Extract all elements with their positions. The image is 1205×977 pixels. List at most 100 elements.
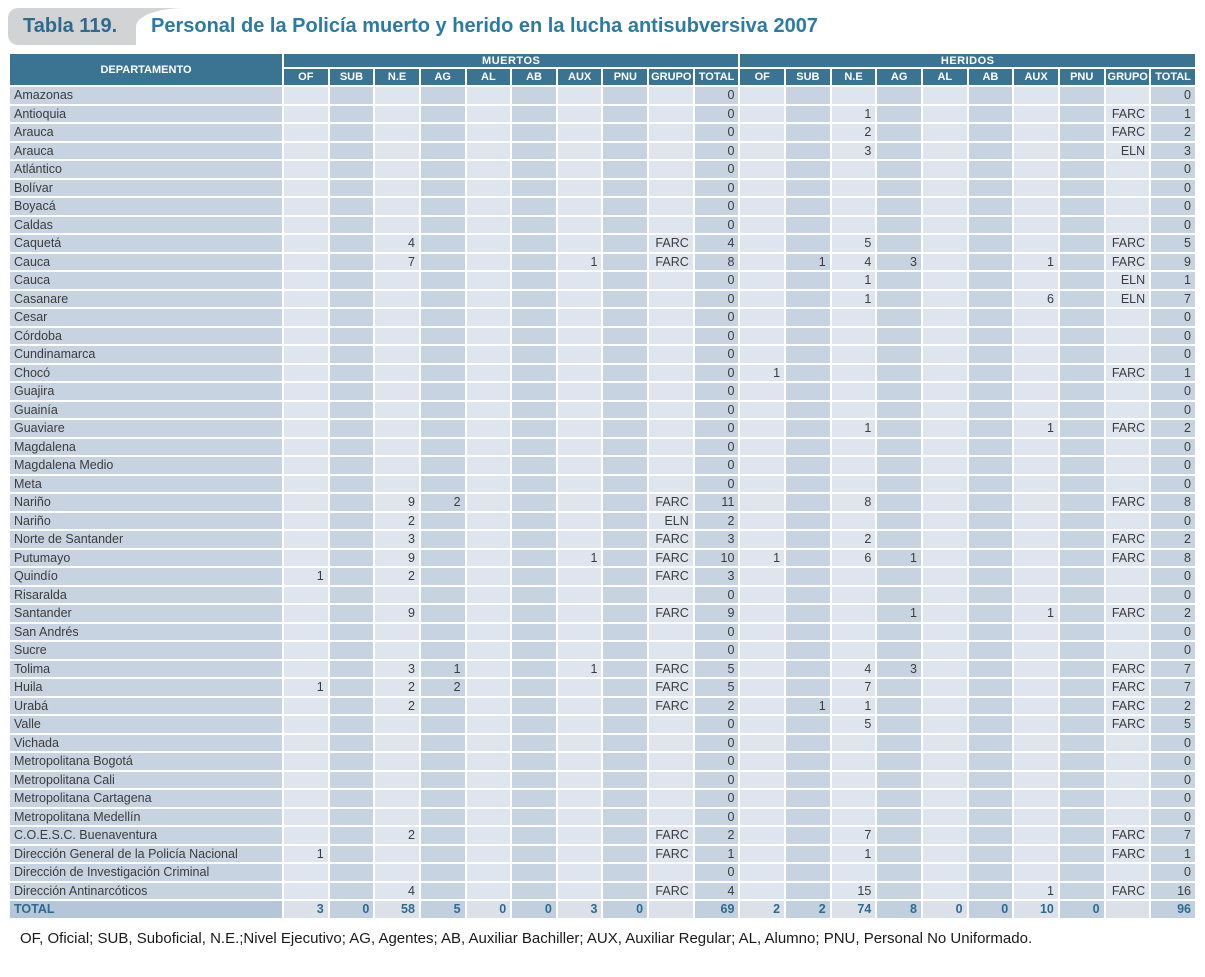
- table-title: Personal de la Policía muerto y herido e…: [151, 15, 818, 37]
- cell-heridos-aux: 1: [1014, 420, 1058, 437]
- cell-muertos-aux: 1: [557, 253, 602, 270]
- cell-muertos-total: 0: [694, 475, 739, 492]
- cell-heridos-pnu: [1059, 216, 1104, 233]
- cell-muertos-sub: [329, 697, 374, 714]
- cell-muertos-of: [284, 420, 328, 437]
- cell-muertos-aux: [557, 753, 602, 770]
- cell-heridos-ne: 7: [831, 679, 876, 696]
- cell-muertos-sub: [329, 771, 374, 788]
- cell-heridos-of: [740, 716, 785, 733]
- column-header-al-heridos: AL: [922, 69, 967, 85]
- cell-heridos-total: 0: [1151, 161, 1195, 178]
- cell-heridos-pnu: [1059, 808, 1104, 825]
- cell-muertos-aux: [557, 346, 602, 363]
- cell-muertos-pnu: [603, 586, 648, 603]
- cell-heridos-total: 0: [1151, 623, 1195, 640]
- cell-muertos-ne: [375, 401, 419, 418]
- table-row: Santander 9 FARC 9 1 1 FARC 2: [10, 605, 1195, 622]
- cell-heridos-ne: 15: [831, 882, 876, 899]
- cell-muertos-sub: [329, 457, 374, 474]
- statistics-table: DEPARTAMENTO MUERTOS HERIDOS OF SUB N.E AG A…: [8, 52, 1197, 920]
- cell-muertos-of: [284, 401, 328, 418]
- table-row: Caldas 0 0: [10, 216, 1195, 233]
- cell-heridos-total: 3: [1151, 142, 1195, 159]
- cell-muertos-al: [466, 623, 511, 640]
- cell-heridos-sub: [786, 716, 830, 733]
- cell-muertos-total: 0: [694, 808, 739, 825]
- cell-heridos-sub: [786, 679, 830, 696]
- cell-heridos-aux: [1014, 438, 1058, 455]
- cell-muertos-sub: [329, 198, 374, 215]
- cell-heridos-pnu: [1059, 105, 1104, 122]
- cell-muertos-al: [466, 142, 511, 159]
- cell-muertos-aux: [557, 882, 602, 899]
- cell-heridos-total: 2: [1151, 605, 1195, 622]
- column-header-pnu-heridos: PNU: [1059, 69, 1104, 85]
- row-label-departamento: Cesar: [10, 309, 282, 326]
- cell-muertos-ag: [420, 383, 465, 400]
- table-row: Arauca 0 3 ELN 3: [10, 142, 1195, 159]
- cell-heridos-of: [740, 161, 785, 178]
- cell-heridos-of: [740, 420, 785, 437]
- cell-heridos-of: [740, 734, 785, 751]
- row-label-departamento: Córdoba: [10, 327, 282, 344]
- table-row: Antioquia 0 1 FARC 1: [10, 105, 1195, 122]
- column-header-of-muertos: OF: [284, 69, 328, 85]
- cell-heridos-total: 0: [1151, 586, 1195, 603]
- cell-muertos-ne: 3: [375, 531, 419, 548]
- cell-heridos-al: [922, 346, 967, 363]
- cell-heridos-al: [922, 494, 967, 511]
- row-label-departamento: Metropolitana Medellín: [10, 808, 282, 825]
- cell-heridos-ab: [968, 346, 1013, 363]
- cell-heridos-pnu: [1059, 235, 1104, 252]
- cell-heridos-grupo: [1105, 161, 1150, 178]
- cell-muertos-ne: [375, 198, 419, 215]
- cell-muertos-ag: [420, 364, 465, 381]
- cell-muertos-ne: [375, 179, 419, 196]
- cell-muertos-of: [284, 827, 328, 844]
- cell-heridos-aux: 10: [1014, 901, 1058, 918]
- cell-muertos-ag: [420, 827, 465, 844]
- table-row: Cesar 0 0: [10, 309, 1195, 326]
- cell-muertos-al: [466, 124, 511, 141]
- table-row: Nariño 2 ELN 2 0: [10, 512, 1195, 529]
- cell-muertos-grupo: FARC: [649, 253, 693, 270]
- cell-muertos-aux: [557, 438, 602, 455]
- table-row: Magdalena Medio 0 0: [10, 457, 1195, 474]
- cell-muertos-total: 0: [694, 290, 739, 307]
- cell-heridos-pnu: [1059, 827, 1104, 844]
- cell-heridos-total: 0: [1151, 309, 1195, 326]
- cell-muertos-grupo: [649, 272, 693, 289]
- cell-muertos-ne: [375, 475, 419, 492]
- cell-heridos-sub: [786, 457, 830, 474]
- cell-heridos-pnu: [1059, 734, 1104, 751]
- table-row: Metropolitana Medellín 0 0: [10, 808, 1195, 825]
- cell-heridos-grupo: [1105, 309, 1150, 326]
- cell-muertos-pnu: [603, 253, 648, 270]
- cell-heridos-aux: [1014, 531, 1058, 548]
- cell-heridos-ab: [968, 753, 1013, 770]
- cell-heridos-ab: [968, 605, 1013, 622]
- cell-muertos-ab: 0: [512, 901, 556, 918]
- cell-muertos-aux: [557, 531, 602, 548]
- cell-heridos-ne: [831, 438, 876, 455]
- cell-muertos-al: [466, 827, 511, 844]
- cell-heridos-ab: [968, 771, 1013, 788]
- row-label-departamento: Magdalena: [10, 438, 282, 455]
- cell-heridos-ag: 1: [877, 549, 921, 566]
- cell-muertos-ne: [375, 845, 419, 862]
- cell-muertos-ab: [512, 420, 556, 437]
- cell-muertos-ag: [420, 734, 465, 751]
- cell-heridos-pnu: [1059, 290, 1104, 307]
- cell-muertos-sub: [329, 272, 374, 289]
- cell-heridos-al: [922, 124, 967, 141]
- cell-muertos-of: [284, 235, 328, 252]
- cell-muertos-grupo: [649, 364, 693, 381]
- cell-heridos-total: 0: [1151, 87, 1195, 104]
- cell-muertos-pnu: [603, 346, 648, 363]
- cell-muertos-ab: [512, 605, 556, 622]
- cell-muertos-ab: [512, 771, 556, 788]
- cell-heridos-ne: 2: [831, 124, 876, 141]
- cell-heridos-grupo: [1105, 808, 1150, 825]
- cell-heridos-ne: [831, 734, 876, 751]
